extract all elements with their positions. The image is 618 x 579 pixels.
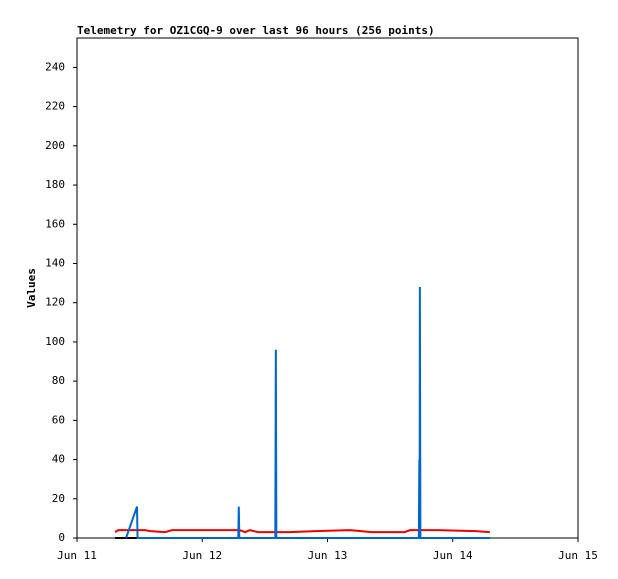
chart-title: Telemetry for OZ1CGQ-9 over last 96 hour…	[77, 24, 435, 37]
y-tick-label: 100	[45, 335, 65, 348]
y-tick-label: 200	[45, 139, 65, 152]
y-tick-label: 120	[45, 296, 65, 309]
series-line	[125, 287, 490, 539]
y-tick-label: 240	[45, 60, 65, 73]
y-tick-label: 180	[45, 178, 65, 191]
y-tick-label: 140	[45, 256, 65, 269]
y-axis-label: Values	[25, 268, 38, 308]
x-tick-label: Jun 11	[57, 549, 97, 562]
x-tick-label: Jun 12	[182, 549, 222, 562]
x-tick-label: Jun 14	[433, 549, 473, 562]
y-tick-label: 40	[52, 453, 65, 466]
y-tick-label: 20	[52, 492, 65, 505]
y-tick-label: 0	[58, 531, 65, 544]
x-tick-label: Jun 15	[558, 549, 598, 562]
y-tick-label: 60	[52, 413, 65, 426]
y-tick-label: 80	[52, 374, 65, 387]
y-tick-label: 220	[45, 100, 65, 113]
y-tick-label: 160	[45, 217, 65, 230]
x-tick-label: Jun 13	[308, 549, 348, 562]
